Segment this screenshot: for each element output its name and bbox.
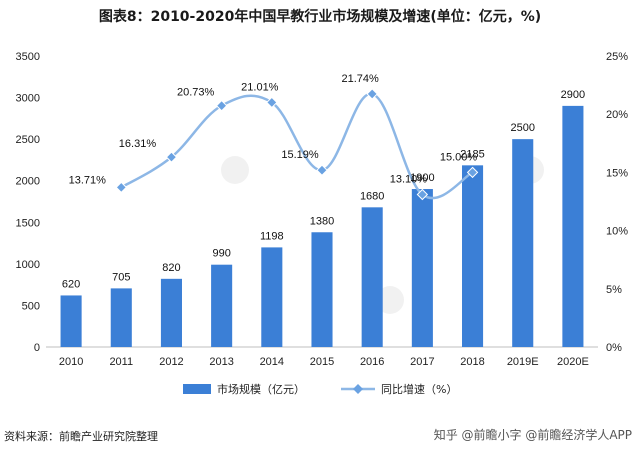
x-tick-label: 2013	[209, 356, 233, 368]
source-note: 资料来源：前瞻产业研究院整理	[4, 430, 158, 443]
bar-value-label: 1900	[410, 172, 434, 184]
y-left-tick-label: 1000	[16, 259, 40, 271]
bar	[261, 247, 283, 347]
growth-rate-marker	[416, 188, 429, 201]
growth-rate-marker	[316, 164, 328, 176]
bar-series	[60, 105, 584, 347]
growth-rate-label: 21.01%	[241, 81, 279, 93]
bar-value-label: 2900	[561, 89, 585, 101]
bar-value-label: 820	[162, 262, 180, 274]
y-left-tick-label: 1500	[16, 217, 40, 229]
growth-rate-line	[120, 92, 474, 200]
growth-rate-label: 13.10%	[390, 174, 428, 186]
bar	[110, 288, 132, 347]
legend: 市场规模（亿元） 同比增速（%）	[183, 382, 457, 396]
bar	[211, 264, 233, 347]
bar	[361, 207, 383, 347]
watermark-text: 知乎 @前瞻小字 @前瞻经济学人APP	[433, 428, 632, 442]
growth-rate-marker	[215, 99, 228, 112]
x-tick-label: 2019E	[507, 356, 539, 368]
legend-line-label: 同比增速（%）	[381, 382, 457, 396]
y-right-tick-label: 25%	[606, 51, 628, 63]
growth-rate-label: 20.73%	[177, 87, 215, 99]
line-series	[115, 88, 479, 201]
y-left-tick-label: 500	[22, 300, 40, 312]
growth-rate-marker	[366, 88, 378, 100]
x-tick-label: 2011	[109, 356, 133, 368]
bar-value-label: 705	[112, 271, 130, 283]
growth-rate-marker	[115, 181, 127, 194]
bar-value-label: 2185	[460, 148, 484, 160]
bar-value-label: 990	[212, 248, 230, 260]
y-right-tick-label: 5%	[606, 284, 622, 296]
x-tick-label: 2020E	[557, 356, 589, 368]
bar-value-label: 620	[62, 278, 80, 290]
growth-rate-label: 16.31%	[119, 138, 157, 150]
watermark-logo-icon	[221, 156, 249, 184]
y-left-tick-label: 3000	[16, 93, 40, 105]
bar-value-label: 1198	[260, 230, 284, 242]
bar-value-label: 1380	[310, 215, 334, 227]
bar	[562, 105, 584, 347]
legend-bar-label: 市场规模（亿元）	[217, 382, 305, 396]
bar	[311, 232, 333, 347]
y-left-tick-label: 2500	[16, 134, 40, 146]
legend-bar-swatch	[183, 384, 211, 394]
growth-rate-marker	[266, 96, 278, 109]
bar	[60, 295, 82, 347]
bar	[462, 165, 484, 347]
bar	[160, 278, 182, 347]
chart-title: 图表8：2010-2020年中国早教行业市场规模及增速(单位：亿元，%)	[98, 9, 542, 25]
legend-line-marker	[353, 384, 363, 394]
x-tick-label: 2014	[260, 356, 284, 368]
x-tick-label: 2012	[159, 356, 183, 368]
x-tick-label: 2018	[460, 356, 484, 368]
y-left-tick-label: 2000	[16, 176, 40, 188]
y-left-tick-label: 3500	[16, 51, 40, 63]
growth-rate-label: 21.74%	[342, 73, 380, 85]
bar	[512, 139, 534, 347]
x-tick-label: 2017	[410, 356, 434, 368]
x-tick-label: 2016	[360, 356, 384, 368]
growth-rate-label: 15.19%	[281, 149, 319, 161]
x-tick-label: 2010	[59, 356, 83, 368]
x-tick-label: 2015	[310, 356, 334, 368]
data-labels: 620 705 820 990 1198 1380 1680 1900 2185 2500 2900…	[62, 73, 585, 291]
growth-rate-label: 15.00%	[440, 151, 478, 163]
y-right-tick-label: 10%	[606, 226, 628, 238]
y-right-tick-label: 0%	[606, 342, 622, 354]
growth-rate-marker	[165, 151, 178, 163]
growth-rate-marker	[466, 166, 479, 179]
bar-value-label: 2500	[510, 122, 534, 134]
bar	[411, 189, 433, 347]
axes: 0 500 1000 1500 2000 2500 3000 3500 0% 5% 10% 15% 20…	[16, 51, 629, 368]
y-right-tick-label: 20%	[606, 109, 628, 121]
y-left-tick-label: 0	[34, 342, 40, 354]
bar-value-label: 1680	[360, 190, 384, 202]
watermark-logo-icon	[376, 286, 404, 314]
y-right-tick-label: 15%	[606, 167, 628, 179]
growth-rate-label: 13.71%	[69, 174, 107, 186]
